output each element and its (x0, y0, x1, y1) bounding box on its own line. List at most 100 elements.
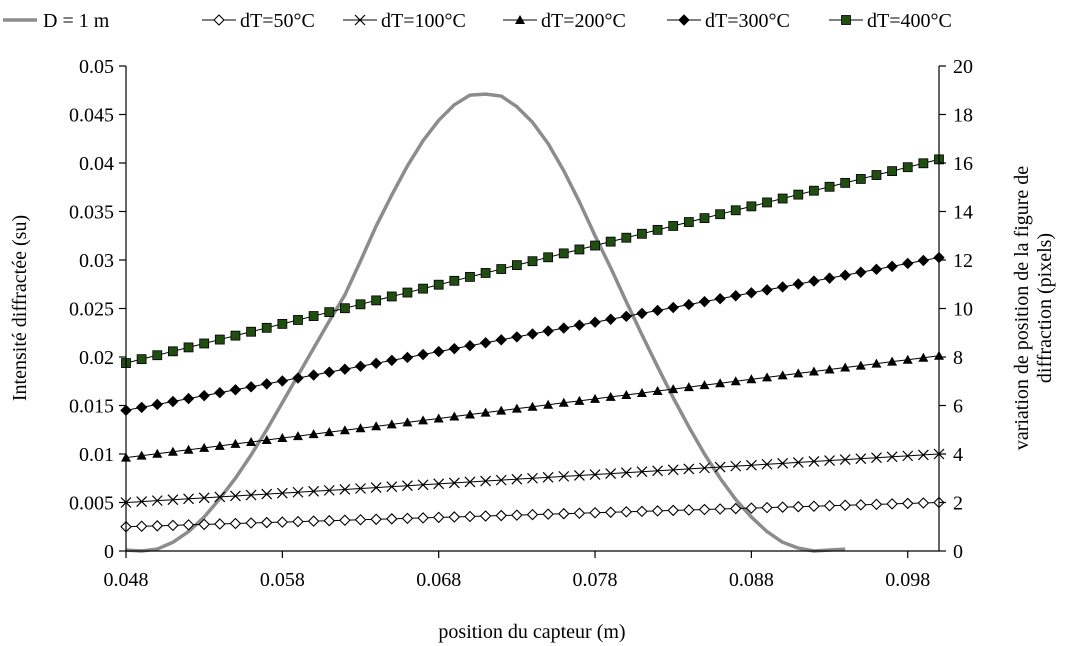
series-4-marker (823, 272, 836, 284)
series-3-marker (246, 436, 257, 446)
series-3-marker (715, 378, 726, 388)
series-3-marker (793, 368, 804, 378)
series-4-marker (464, 340, 476, 352)
series-4-marker (198, 389, 210, 402)
series-5-marker (293, 315, 303, 325)
series-2-marker (808, 456, 820, 467)
series-4-marker (808, 275, 820, 287)
series-4-marker (182, 392, 195, 405)
series-3 (121, 350, 944, 462)
series-3-marker (308, 429, 319, 439)
series-2-marker (276, 487, 288, 499)
series-5-marker (371, 295, 382, 306)
series-3-marker (871, 358, 882, 368)
series-2-marker (761, 458, 773, 470)
series-5-marker (652, 224, 663, 235)
series-4-marker (745, 287, 758, 299)
series-2-marker (448, 477, 460, 489)
series-1-marker (557, 507, 570, 520)
series-4-marker (573, 319, 586, 331)
series-3-marker (543, 399, 554, 409)
series-3-marker (887, 356, 898, 366)
series-1-marker (683, 504, 695, 516)
series-5-marker (902, 162, 913, 173)
y-right-tick-label: 10 (953, 299, 973, 321)
series-2-marker (573, 470, 585, 481)
series-5-marker (511, 260, 522, 271)
legend-label: dT=400°C (867, 10, 952, 32)
series-2-marker (667, 464, 679, 476)
series-2-marker (824, 455, 835, 466)
y-right-tick-label: 8 (953, 347, 963, 369)
y-left-tick-label: 0.01 (79, 444, 114, 466)
series-4-marker (167, 395, 179, 408)
series-1-marker (229, 517, 242, 530)
series-3-marker (636, 388, 647, 398)
series-2-marker (308, 485, 320, 497)
series-5-marker (402, 287, 413, 298)
series-5-marker (418, 283, 428, 294)
series-4-marker (339, 363, 351, 375)
series-4-marker (151, 398, 163, 411)
x-tick-label: 0.088 (729, 569, 774, 591)
series-3-marker (746, 374, 757, 384)
series-4-marker (698, 295, 711, 308)
series-1-marker (276, 516, 289, 528)
series-1-marker (292, 515, 304, 528)
y-left-tick-label: 0.04 (79, 153, 114, 175)
series-3-marker (824, 364, 835, 374)
legend-2-marker (354, 14, 366, 26)
series-5-marker (668, 221, 679, 231)
series-4-marker (511, 331, 523, 343)
series-1-marker (855, 499, 867, 511)
series-1-marker (761, 501, 773, 514)
x-tick-label: 0.068 (416, 569, 461, 591)
series-3-marker (324, 427, 335, 437)
series-1-marker (339, 514, 351, 526)
series-2-marker (714, 461, 726, 473)
series-1-marker (745, 502, 758, 514)
series-1-marker (870, 498, 883, 511)
x-tick-label: 0.058 (260, 569, 305, 591)
series-1-marker (776, 501, 789, 513)
series-4-marker (870, 263, 883, 276)
x-axis-title: position du capteur (m) (438, 621, 625, 643)
series-4-marker (245, 381, 257, 393)
legend-3-marker (515, 15, 525, 24)
x-tick-label: 0.078 (573, 569, 618, 591)
series-2-marker (605, 468, 617, 480)
series-3-marker (652, 386, 663, 396)
series-1-marker (714, 503, 726, 515)
series-5-marker (871, 170, 882, 180)
series-5-marker (152, 350, 163, 361)
series-2-marker (871, 452, 882, 464)
series-5-marker (449, 275, 460, 286)
series-5-marker (918, 158, 929, 169)
legend-label: dT=50°C (240, 10, 315, 32)
series-5-marker (496, 264, 507, 274)
series-2-marker (136, 496, 148, 507)
series-1-marker (182, 519, 195, 531)
y-left-ticks: 0 0.005 0.01 0.015 0.02 0.025 0.03 0.035 0.04 0.0… (69, 56, 126, 563)
series-1-marker (307, 515, 320, 527)
series-3-marker (277, 433, 288, 443)
series-5-marker (683, 217, 694, 227)
series-3-marker (433, 413, 444, 423)
series-5-marker (433, 279, 444, 290)
series-5-marker (637, 228, 647, 239)
series-2-marker (386, 481, 398, 493)
series-5-marker (793, 189, 804, 200)
series-1-marker (448, 511, 461, 523)
series-4-marker (323, 366, 335, 378)
series-2-marker (198, 492, 210, 504)
series-3-marker (339, 425, 350, 435)
series-4-marker (135, 401, 148, 414)
series-5-marker (324, 307, 335, 318)
series-2-marker (401, 480, 413, 492)
series-5-marker (246, 326, 256, 337)
series-3-marker (777, 370, 788, 380)
series-4-marker (651, 304, 664, 317)
series-3-marker (840, 362, 851, 372)
series-4-marker (276, 375, 289, 387)
